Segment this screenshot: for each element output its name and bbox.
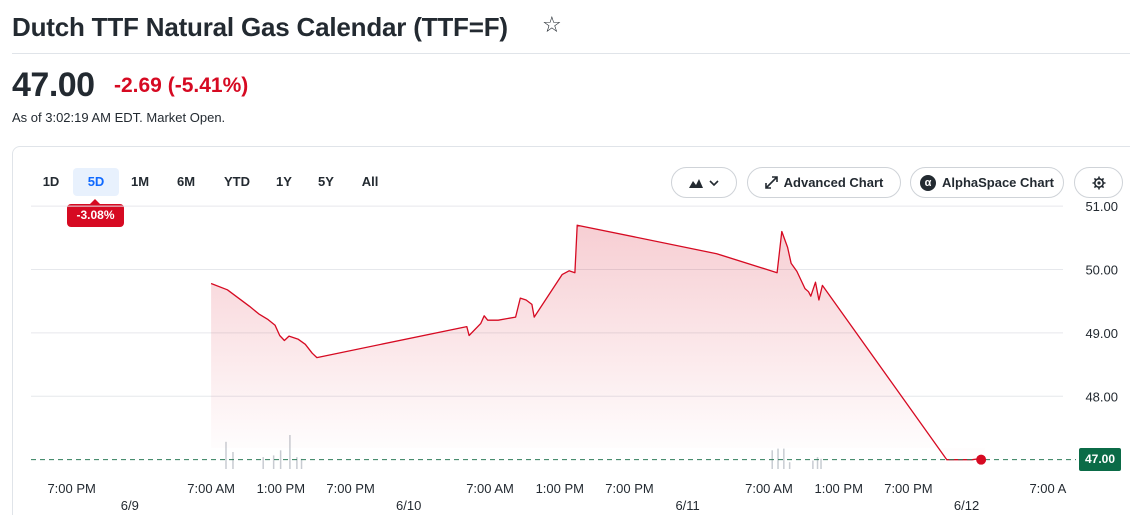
range-ytd[interactable]: YTD	[224, 174, 250, 189]
range-1d[interactable]: 1D	[42, 174, 60, 189]
settings-button[interactable]	[1074, 167, 1123, 198]
range-change-badge: -3.08%	[67, 199, 124, 227]
page-title: Dutch TTF Natural Gas Calendar (TTF=F)	[12, 12, 508, 42]
star-outline-icon[interactable]: ☆	[542, 12, 562, 37]
x-tick-label: 7:00 PM	[884, 481, 932, 496]
x-axis: 7:00 PM 7:00 AM 1:00 PM 7:00 PM 7:00 AM 1:00 …	[47, 481, 1066, 513]
range-all[interactable]: All	[361, 174, 379, 189]
area-fill	[211, 225, 986, 460]
date-tick-label: 6/9	[121, 498, 139, 513]
price-change: -2.69 (-5.41%)	[114, 74, 248, 98]
x-tick-label: 7:00 PM	[605, 481, 653, 496]
range-1m[interactable]: 1M	[130, 174, 150, 189]
volume-bar	[279, 450, 282, 469]
volume-bar	[262, 457, 264, 469]
x-tick-label: 7:00 AM	[187, 481, 235, 496]
chart-card	[12, 146, 1130, 515]
volume-bar	[812, 460, 814, 469]
volume-bar	[820, 458, 822, 469]
x-tick-label: 1:00 PM	[536, 481, 584, 496]
series-line	[210, 224, 986, 461]
date-tick-label: 6/11	[675, 498, 699, 513]
advanced-chart-button[interactable]: Advanced Chart	[747, 167, 901, 198]
range-5d[interactable]: 5D	[73, 168, 119, 196]
alphaspace-chart-label: AlphaSpace Chart	[942, 175, 1054, 190]
y-tick-label: 48.00	[1085, 389, 1118, 404]
last-price-label: 47.00	[1079, 448, 1121, 472]
volume-bar	[296, 457, 298, 469]
date-tick-label: 6/12	[954, 498, 979, 513]
y-tick-label: 50.00	[1085, 263, 1118, 278]
alpha-icon: α	[920, 174, 936, 191]
volume-bar	[816, 457, 819, 469]
y-tick-label: 49.00	[1085, 326, 1118, 341]
chevron-down-icon	[709, 179, 719, 186]
date-tick-label: 6/10	[396, 498, 421, 513]
volume-bar	[777, 448, 779, 469]
y-tick-label: 51.00	[1085, 199, 1118, 214]
expand-arrows-icon	[764, 176, 778, 189]
y-axis: 51.00 50.00 49.00 48.00	[1085, 199, 1118, 404]
gear-icon	[1092, 176, 1105, 189]
price-value: 47.00	[12, 66, 95, 104]
header: Dutch TTF Natural Gas Calendar (TTF=F) ☆	[12, 8, 1130, 54]
price-area	[210, 224, 986, 461]
as-of-timestamp: As of 3:02:19 AM EDT. Market Open.	[12, 110, 226, 125]
last-point-marker	[976, 454, 987, 465]
volume-bar	[272, 455, 275, 469]
x-tick-label: 7:00 AM	[745, 481, 793, 496]
change-percent: (-5.41%)	[167, 74, 249, 97]
range-1y[interactable]: 1Y	[276, 174, 292, 189]
x-tick-label: 7:00 A	[1029, 481, 1066, 496]
volume-bar	[225, 441, 227, 469]
x-tick-label: 7:00 PM	[326, 481, 374, 496]
advanced-chart-label: Advanced Chart	[783, 175, 884, 190]
last-point	[976, 454, 987, 465]
alphaspace-chart-button[interactable]: α AlphaSpace Chart	[910, 167, 1064, 198]
volume-bar	[788, 462, 791, 469]
x-tick-label: 7:00 PM	[47, 481, 95, 496]
x-tick-label: 7:00 AM	[466, 481, 514, 496]
change-value: -2.69	[114, 74, 162, 97]
chart-type-button[interactable]	[671, 167, 737, 198]
x-tick-label: 1:00 PM	[257, 481, 305, 496]
volume-bar	[300, 458, 303, 469]
mountain-chart-icon	[689, 178, 703, 188]
range-5y[interactable]: 5Y	[318, 174, 334, 189]
volume-bar	[289, 435, 291, 469]
volume-bar	[783, 448, 785, 469]
range-6m[interactable]: 6M	[176, 174, 196, 189]
x-tick-label: 1:00 PM	[814, 481, 862, 496]
volume-bar	[232, 452, 234, 469]
